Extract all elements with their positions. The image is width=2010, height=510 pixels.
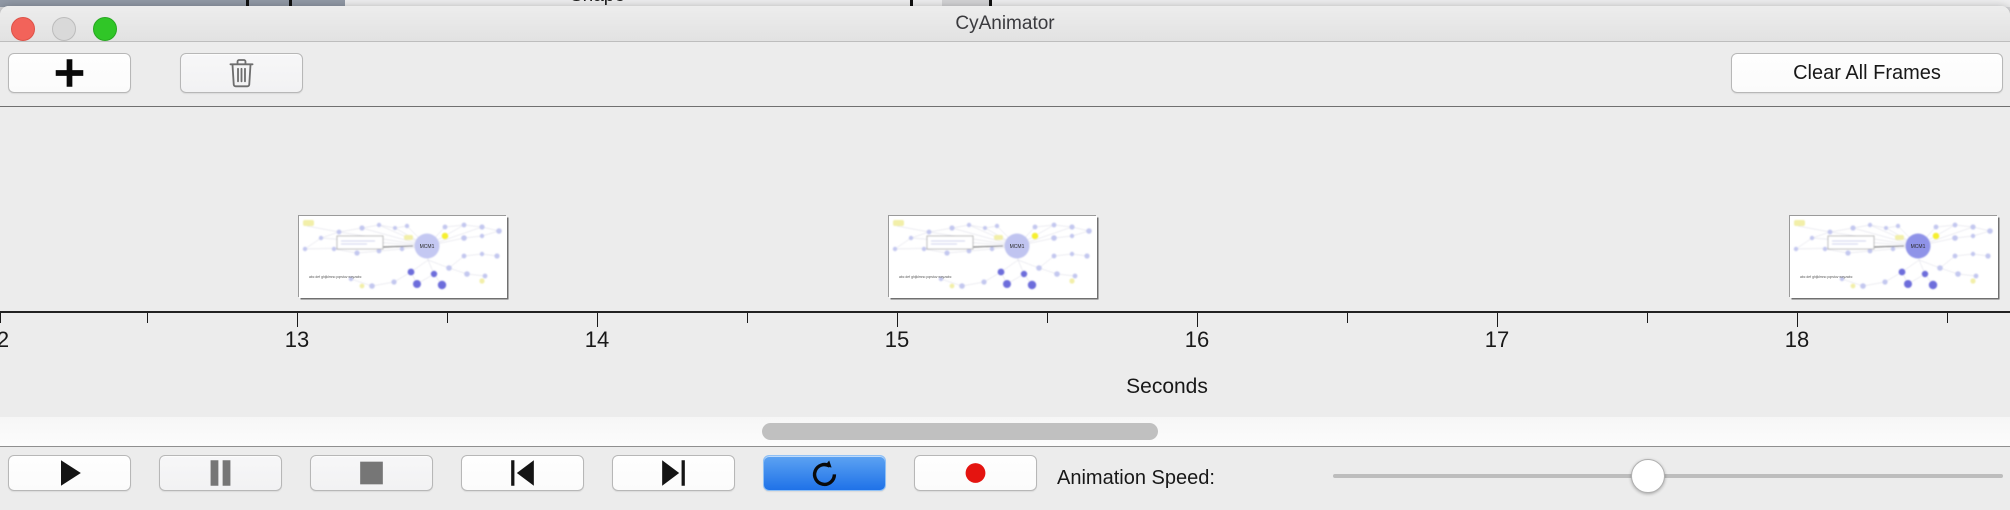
svg-text:abc def ghijklmno pqrstuv wx: abc def ghijklmno pqrstuv wxyzabc bbox=[309, 275, 362, 279]
svg-text:abc def ghijklmno pqrstuv wx: abc def ghijklmno pqrstuv wxyzabc bbox=[1800, 275, 1853, 279]
svg-text:abc def ghijklmno pqrstuv wx: abc def ghijklmno pqrstuv wxyzabc bbox=[899, 275, 952, 279]
svg-text:MCM1: MCM1 bbox=[1911, 244, 1926, 250]
svg-text:MCM1: MCM1 bbox=[1010, 244, 1025, 250]
svg-text:MCM1: MCM1 bbox=[420, 244, 435, 250]
